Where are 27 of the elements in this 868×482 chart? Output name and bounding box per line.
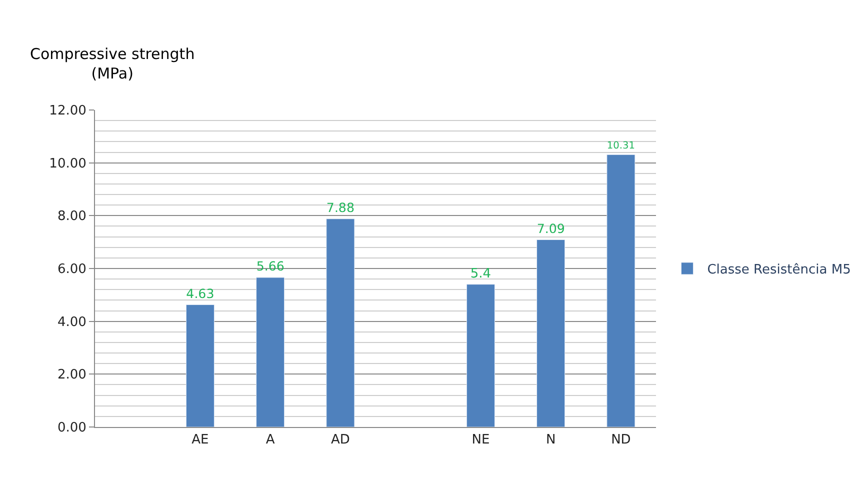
x-tick-label: A bbox=[266, 432, 275, 448]
y-tick-label: 0.00 bbox=[57, 420, 86, 436]
y-tick-label: 4.00 bbox=[57, 314, 86, 330]
x-tick-label: NE bbox=[472, 432, 490, 448]
bar bbox=[326, 218, 355, 427]
bar bbox=[606, 154, 636, 427]
y-tick-label: 8.00 bbox=[57, 209, 86, 224]
x-tick-label: AE bbox=[192, 432, 209, 448]
bar bbox=[186, 304, 214, 427]
data-label: 10.31 bbox=[606, 140, 635, 152]
bar bbox=[256, 277, 285, 427]
data-label: 5.4 bbox=[470, 266, 492, 282]
data-label: 7.88 bbox=[326, 200, 354, 215]
bar bbox=[536, 239, 566, 427]
x-tick-label: ND bbox=[611, 432, 631, 448]
data-label: 4.63 bbox=[186, 286, 214, 301]
data-label: 7.09 bbox=[536, 220, 565, 236]
bar bbox=[466, 284, 495, 427]
legend-label: Classe Resistência M5 bbox=[707, 262, 851, 278]
y-axis-title: Compressive strength (MPa) bbox=[30, 45, 195, 82]
y-tick-label: 10.00 bbox=[49, 156, 86, 172]
y-tick-label: 12.00 bbox=[49, 104, 86, 119]
y-tick-label: 2.00 bbox=[57, 368, 86, 383]
y-tick-label: 6.00 bbox=[57, 262, 86, 278]
x-tick-label: N bbox=[546, 432, 556, 448]
x-tick-label: AD bbox=[330, 432, 350, 448]
data-label: 5.66 bbox=[256, 258, 284, 274]
